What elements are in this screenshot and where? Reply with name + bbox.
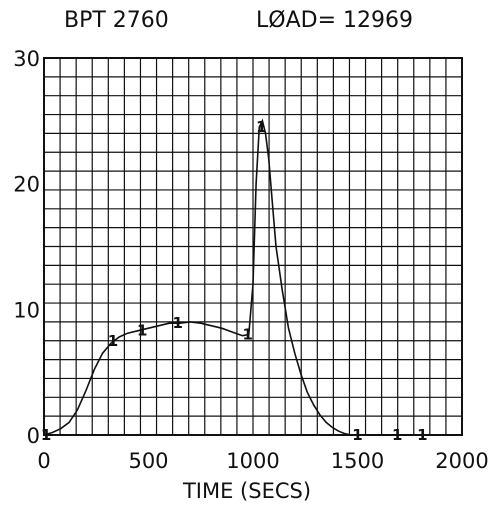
series-marker: 1	[352, 426, 362, 444]
series-marker: 1	[417, 426, 427, 444]
series-marker: 1	[256, 118, 266, 136]
header-load: LØAD= 12969	[256, 8, 413, 33]
series-marker: 1	[108, 332, 118, 350]
series-marker: 1	[392, 426, 402, 444]
y-tick-label: 30	[13, 47, 40, 71]
y-tick-label: 0	[27, 424, 40, 448]
x-tick-label: 1500	[331, 449, 384, 473]
y-tick-label: 10	[13, 298, 40, 322]
x-tick-label: 500	[128, 449, 168, 473]
x-tick-label: 0	[37, 449, 50, 473]
grid	[44, 58, 462, 435]
header-bpt: BPT 2760	[64, 8, 169, 33]
series-marker: 1	[137, 322, 147, 340]
series-marker: 1	[243, 325, 253, 343]
series-marker: 1	[173, 314, 183, 332]
tick-labels: 0 500 1000 1500 2000 0 10 20 30	[13, 47, 488, 473]
y-tick-label: 20	[13, 173, 40, 197]
plot-frame	[43, 57, 463, 436]
x-tick-label: 2000	[435, 449, 488, 473]
series-marker: 1	[41, 426, 51, 444]
series-line	[43, 118, 462, 436]
x-axis-label: TIME (SECS)	[182, 479, 311, 503]
x-tick-label: 1000	[226, 449, 279, 473]
